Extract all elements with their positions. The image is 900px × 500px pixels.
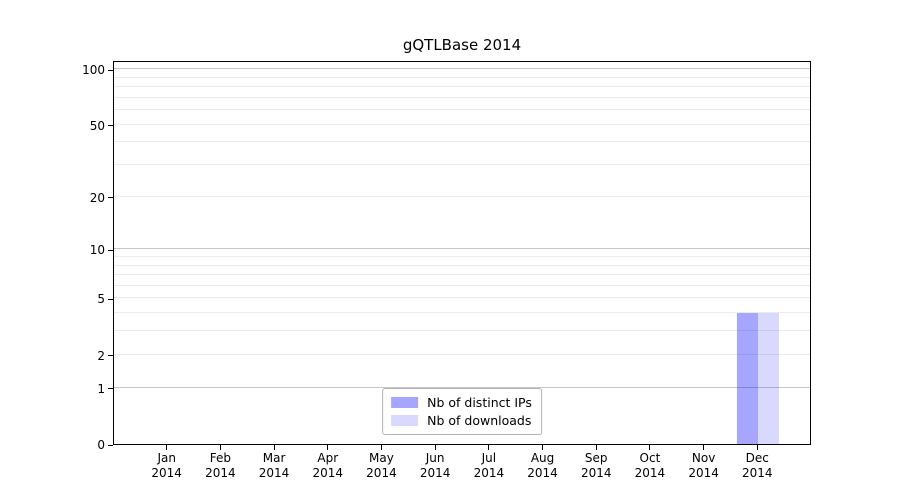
x-tick-month: Dec	[745, 451, 769, 465]
x-tick-mark	[166, 445, 168, 450]
gridline-minor	[114, 76, 810, 78]
y-tick-label: 5	[97, 292, 105, 307]
gridline-minor	[114, 195, 810, 197]
bar-distinct-ips	[737, 313, 759, 444]
gridline-minor	[114, 109, 810, 111]
y-tick-label: 100	[82, 63, 105, 78]
x-tick-label: Jul 2014	[457, 451, 521, 481]
gridline-minor	[114, 274, 810, 276]
x-tick-mark	[542, 445, 544, 450]
x-tick-label: Dec 2014	[725, 451, 789, 481]
gridline-minor	[114, 297, 810, 299]
gridline-minor	[114, 264, 810, 266]
x-tick-mark	[273, 445, 275, 450]
legend-swatch	[391, 415, 419, 426]
x-tick-year: 2014	[205, 466, 236, 480]
chart-title: gQTLBase 2014	[402, 36, 522, 54]
plot-area: Nb of distinct IPs Nb of downloads	[113, 61, 811, 445]
x-tick-month: Nov	[691, 451, 716, 465]
gridline-minor	[114, 330, 810, 332]
x-tick-year: 2014	[527, 466, 558, 480]
x-tick-label: Sep 2014	[564, 451, 628, 481]
x-tick-year: 2014	[473, 466, 505, 480]
x-tick-year: 2014	[742, 466, 773, 480]
y-tick-mark	[108, 69, 113, 71]
y-tick-mark	[108, 388, 113, 390]
y-tick-mark	[108, 298, 113, 300]
x-tick-year: 2014	[580, 466, 612, 480]
gridline-minor	[114, 141, 810, 143]
x-tick-month: Apr	[317, 451, 339, 465]
x-tick-month: Aug	[530, 451, 555, 465]
x-tick-label: Jan 2014	[135, 451, 199, 481]
gridline-minor	[114, 123, 810, 125]
x-tick-month: Jul	[481, 451, 497, 465]
x-tick-year: 2014	[366, 466, 397, 480]
legend-swatch	[391, 397, 419, 408]
x-tick-label: Aug 2014	[511, 451, 575, 481]
y-tick-mark	[108, 355, 113, 357]
y-tick-label: 20	[89, 190, 105, 205]
gridline-minor	[114, 86, 810, 88]
x-tick-mark	[703, 445, 705, 450]
x-tick-mark	[756, 445, 758, 450]
y-tick-label: 10	[89, 243, 105, 258]
x-tick-month: Feb	[209, 451, 231, 465]
x-tick-year: 2014	[258, 466, 290, 480]
legend-row: Nb of distinct IPs	[391, 395, 532, 410]
gridline-minor	[114, 353, 810, 355]
x-tick-mark	[595, 445, 597, 450]
x-tick-label: Feb 2014	[188, 451, 252, 481]
x-tick-year: 2014	[312, 466, 344, 480]
y-tick-mark	[108, 249, 113, 251]
x-tick-year: 2014	[151, 466, 182, 480]
x-tick-label: Mar 2014	[242, 451, 306, 481]
gridline-major	[114, 68, 810, 70]
x-tick-month: Sep	[584, 451, 608, 465]
x-tick-label: Jun 2014	[403, 451, 467, 481]
y-tick-mark	[108, 444, 113, 446]
bar-downloads	[758, 313, 780, 444]
legend-label: Nb of distinct IPs	[427, 395, 532, 410]
x-tick-label: May 2014	[349, 451, 413, 481]
y-tick-label: 50	[89, 118, 105, 133]
y-tick-label: 1	[97, 381, 105, 396]
gridline-minor	[114, 96, 810, 98]
x-tick-mark	[327, 445, 329, 450]
gridline-minor	[114, 255, 810, 257]
y-tick-label: 2	[97, 348, 105, 363]
x-tick-month: May	[369, 451, 394, 465]
y-tick-label: 0	[97, 438, 105, 452]
x-tick-mark	[488, 445, 490, 450]
x-tick-month: Mar	[262, 451, 286, 465]
x-tick-label: Oct 2014	[618, 451, 682, 481]
x-tick-mark	[380, 445, 382, 450]
x-tick-month: Jun	[425, 451, 445, 465]
legend-row: Nb of downloads	[391, 413, 532, 428]
gridline-minor	[114, 164, 810, 166]
x-tick-year: 2014	[634, 466, 666, 480]
gridline-major	[114, 248, 810, 250]
legend-label: Nb of downloads	[427, 413, 532, 428]
x-tick-label: Nov 2014	[672, 451, 736, 481]
y-tick-mark	[108, 197, 113, 199]
x-tick-month: Oct	[639, 451, 661, 465]
x-tick-label: Apr 2014	[296, 451, 360, 481]
legend: Nb of distinct IPs Nb of downloads	[382, 388, 542, 435]
x-tick-mark	[649, 445, 651, 450]
y-tick-mark	[108, 125, 113, 127]
gridline-minor	[114, 284, 810, 286]
x-tick-month: Jan	[157, 451, 176, 465]
gridline-minor	[114, 312, 810, 314]
x-tick-year: 2014	[419, 466, 451, 480]
x-tick-year: 2014	[688, 466, 719, 480]
x-tick-mark	[219, 445, 221, 450]
gridline-major	[114, 386, 810, 388]
x-tick-mark	[434, 445, 436, 450]
